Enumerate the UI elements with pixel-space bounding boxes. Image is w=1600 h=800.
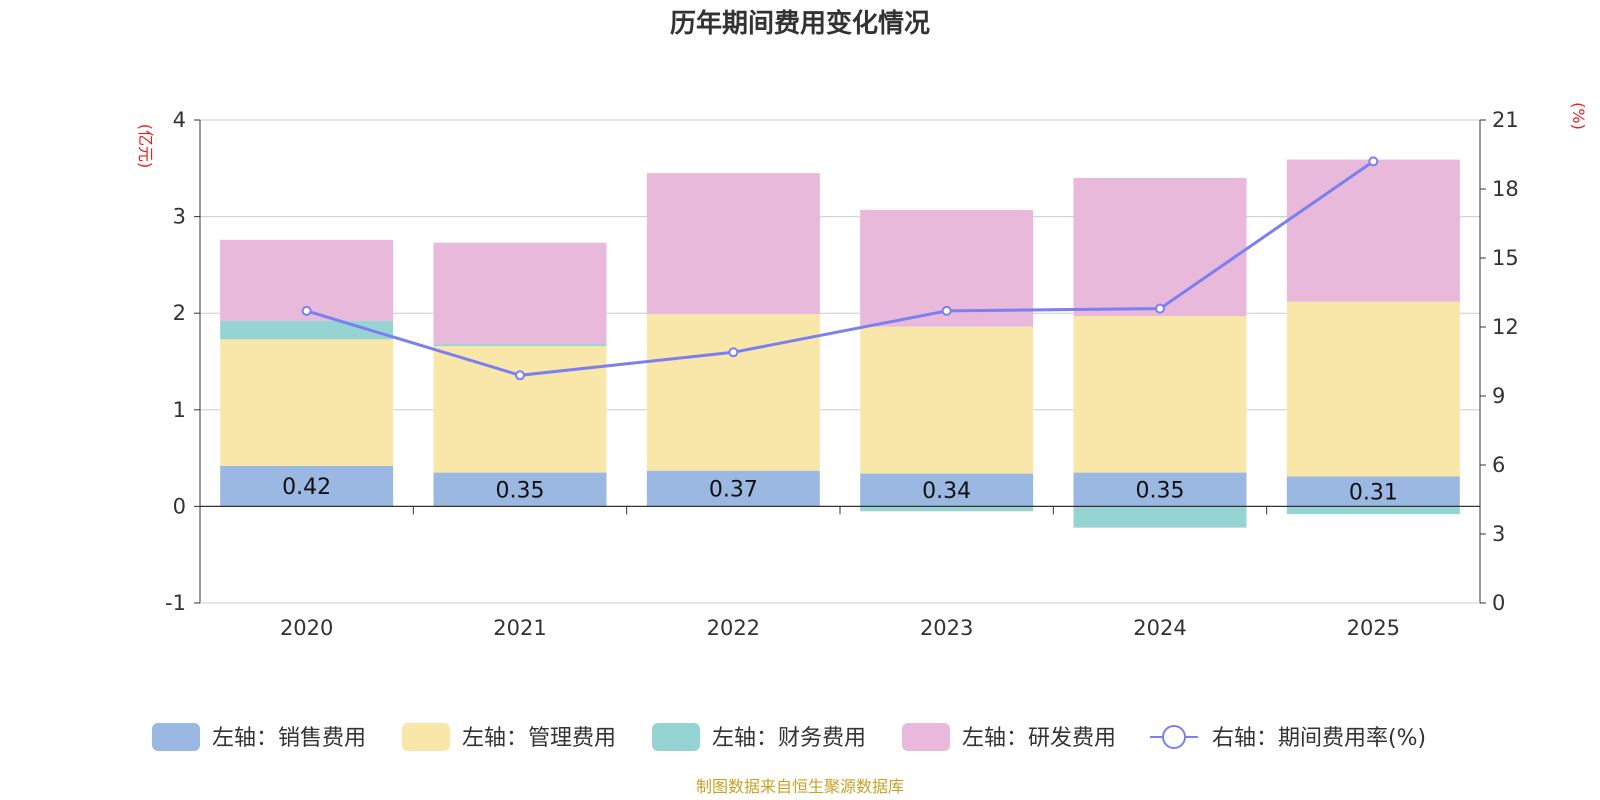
legend: 左轴：销售费用 左轴：管理费用 左轴：财务费用 左轴：研发费用 右轴：期间费用率(%) (152, 723, 1426, 751)
bar-0-2020 (220, 465, 394, 507)
bar-1-2024 (1073, 316, 1247, 473)
left-axis-tick-label: 2 (173, 301, 186, 325)
line-point-2020 (301, 305, 312, 316)
chart-title: 历年期间费用变化情况 (670, 8, 930, 39)
bar-2-2025 (1286, 506, 1460, 515)
bar-3-2022 (646, 173, 820, 315)
left-axis-tick-label: 0 (173, 494, 186, 518)
left-axis-tick-label: -1 (165, 591, 186, 615)
line-series (301, 156, 1379, 381)
bar-1-2022 (646, 314, 820, 471)
left-axis-tick-label: 3 (173, 205, 186, 229)
legend-swatch (152, 723, 200, 751)
bar-3-2024 (1073, 177, 1247, 317)
bar-2-2023 (860, 506, 1034, 512)
line-path (306, 160, 1375, 377)
legend-swatch (402, 723, 450, 751)
bar-0-2023 (860, 473, 1034, 507)
line-point-2022 (728, 347, 739, 358)
left-axis-tick-label: 1 (173, 398, 186, 422)
legend-swatch (652, 723, 700, 751)
bar-1-2021 (433, 346, 607, 473)
bar-1-2020 (220, 339, 394, 466)
data-label: 0.34 (922, 479, 971, 504)
right-axis-tick-label: 18 (1492, 177, 1519, 201)
bar-series (220, 159, 1460, 528)
legend-marker (1162, 725, 1186, 749)
right-axis-tick-label: 9 (1492, 384, 1505, 408)
bar-0-2021 (433, 472, 607, 507)
legend-label: 左轴：管理费用 (462, 726, 616, 751)
data-label: 0.35 (1136, 478, 1185, 503)
x-axis-tick-label: 2024 (1133, 616, 1186, 640)
right-axis-tick-label: 6 (1492, 453, 1505, 477)
bar-0-2022 (646, 470, 820, 507)
right-axis-tick-label: 12 (1492, 315, 1519, 339)
legend-label: 左轴：财务费用 (712, 726, 866, 751)
data-label: 0.35 (496, 478, 545, 503)
bar-3-2025 (1286, 159, 1460, 302)
x-axis-tick-label: 2020 (280, 616, 333, 640)
left-axis-unit: (亿元) (136, 124, 155, 169)
data-label: 0.37 (709, 478, 758, 503)
legend-label: 右轴：期间费用率(%) (1212, 726, 1426, 751)
x-axis-tick-label: 2025 (1347, 616, 1400, 640)
data-label: 0.31 (1349, 480, 1398, 505)
x-axis-tick-label: 2023 (920, 616, 973, 640)
line-point-2025 (1368, 156, 1379, 167)
legend-swatch (902, 723, 950, 751)
source-note: 制图数据来自恒生聚源数据库 (696, 777, 904, 796)
bar-0-2024 (1073, 472, 1247, 507)
bar-2-2024 (1073, 506, 1247, 528)
x-axis-tick-label: 2022 (707, 616, 760, 640)
right-axis-tick-label: 21 (1492, 108, 1519, 132)
line-point-2021 (515, 370, 525, 381)
bar-1-2023 (860, 326, 1034, 474)
data-label: 0.42 (282, 475, 331, 500)
right-axis-tick-label: 3 (1492, 522, 1505, 546)
left-axis-tick-label: 4 (173, 108, 186, 132)
bar-1-2025 (1286, 301, 1460, 477)
bar-2-2021 (433, 344, 607, 347)
legend-label: 左轴：研发费用 (962, 726, 1116, 751)
right-axis-tick-label: 0 (1492, 591, 1505, 615)
line-point-2024 (1155, 303, 1165, 314)
right-axis-unit: (%) (1569, 102, 1588, 130)
right-axis-tick-label: 15 (1492, 246, 1519, 270)
data-labels: 0.42 0.35 0.37 0.34 0.35 0.31 (282, 475, 1398, 505)
x-axis-tick-label: 2021 (493, 616, 546, 640)
line-point-2023 (941, 305, 952, 316)
bar-0-2025 (1286, 476, 1460, 507)
bar-3-2021 (433, 242, 607, 345)
legend-label: 左轴：销售费用 (212, 726, 366, 751)
